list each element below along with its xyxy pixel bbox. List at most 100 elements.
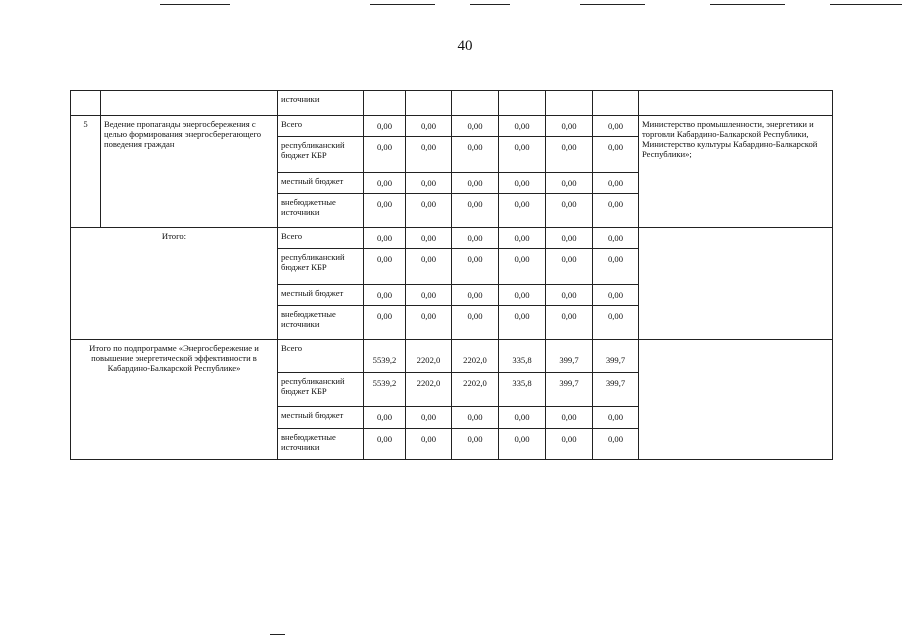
value-cell: 0,00: [592, 428, 639, 460]
value-cell: 399,7: [592, 372, 639, 407]
value-cell: 0,00: [545, 136, 593, 173]
value-cell: 0,00: [451, 406, 499, 429]
number-cell: [70, 90, 101, 116]
value-cell: 0,00: [451, 248, 499, 285]
source-cell: внебюджетные источники: [277, 428, 364, 460]
header-rule: [830, 4, 902, 5]
header-rule: [580, 4, 645, 5]
value-cell: 2202,0: [405, 372, 452, 407]
value-cell: 0,00: [451, 284, 499, 306]
value-cell: 0,00: [363, 428, 406, 460]
value-cell: 335,8: [498, 372, 546, 407]
funding-table: источники 5 Ведение пропаганды энергосбере…: [70, 90, 833, 460]
total-label-cell: Итого по подпрограмме «Энергосбережение …: [70, 339, 278, 460]
table-row: республиканский бюджет КБР 0,00 0,00 0,00 0,…: [71, 248, 833, 285]
value-cell: 5539,2: [363, 372, 406, 407]
value-cell: 0,00: [405, 284, 452, 306]
value-cell: 0,00: [405, 136, 452, 173]
value-cell: 399,7: [592, 339, 639, 373]
value-cell: [592, 90, 639, 116]
table-row: местный бюджет 0,00 0,00 0,00 0,00 0,00 0,00: [71, 406, 833, 429]
executor-cell: [638, 339, 833, 460]
table-row: внебюджетные источники 0,00 0,00 0,00 0,00 0,…: [71, 305, 833, 340]
value-cell: 0,00: [498, 406, 546, 429]
source-cell: Всего: [277, 115, 364, 137]
table-row: внебюджетные источники 0,00 0,00 0,00 0,00 0,…: [71, 428, 833, 460]
value-cell: 0,00: [545, 428, 593, 460]
value-cell: 0,00: [592, 305, 639, 340]
value-cell: 0,00: [405, 248, 452, 285]
value-cell: 0,00: [545, 172, 593, 194]
source-cell: Всего: [277, 227, 364, 249]
value-cell: 0,00: [498, 284, 546, 306]
value-cell: [451, 90, 499, 116]
value-cell: 0,00: [592, 406, 639, 429]
value-cell: 2202,0: [451, 339, 499, 373]
value-cell: 0,00: [545, 227, 593, 249]
number-cell: 5: [70, 115, 101, 228]
value-cell: 0,00: [363, 284, 406, 306]
value-cell: 0,00: [545, 193, 593, 228]
value-cell: 0,00: [545, 305, 593, 340]
source-cell: Всего: [277, 339, 364, 373]
source-cell: местный бюджет: [277, 406, 364, 429]
value-cell: 0,00: [405, 428, 452, 460]
name-cell: Ведение пропаганды энергосбережения с це…: [100, 115, 278, 228]
source-cell: внебюджетные источники: [277, 305, 364, 340]
value-cell: 0,00: [363, 172, 406, 194]
value-cell: 0,00: [592, 136, 639, 173]
value-cell: 0,00: [363, 136, 406, 173]
value-cell: 0,00: [498, 136, 546, 173]
value-cell: 0,00: [405, 115, 452, 137]
value-cell: 0,00: [405, 227, 452, 249]
value-cell: 0,00: [405, 172, 452, 194]
value-cell: 0,00: [363, 248, 406, 285]
source-cell: республиканский бюджет КБР: [277, 248, 364, 285]
value-cell: 0,00: [451, 428, 499, 460]
executor-cell: Министерство промышленности, энергетики …: [638, 115, 833, 228]
value-cell: 0,00: [592, 248, 639, 285]
value-cell: 0,00: [405, 193, 452, 228]
value-cell: 335,8: [498, 339, 546, 373]
value-cell: 0,00: [363, 406, 406, 429]
value-cell: 0,00: [498, 193, 546, 228]
value-cell: 0,00: [592, 193, 639, 228]
total-label-cell: Итого:: [70, 227, 278, 340]
value-cell: 399,7: [545, 372, 593, 407]
value-cell: 0,00: [592, 284, 639, 306]
header-rule: [370, 4, 435, 5]
table-row: 5 Ведение пропаганды энергосбережения с ц…: [70, 115, 833, 228]
value-cell: 0,00: [363, 305, 406, 340]
value-cell: 0,00: [451, 305, 499, 340]
source-cell: республиканский бюджет КБР: [277, 372, 364, 407]
table-row: внебюджетные источники 0,00 0,00 0,00 0,00 0,…: [71, 193, 833, 228]
value-cell: [498, 90, 546, 116]
executor-cell: [638, 90, 833, 116]
table-row: источники: [70, 90, 833, 116]
value-cell: 0,00: [363, 227, 406, 249]
value-cell: [545, 90, 593, 116]
value-cell: 0,00: [592, 227, 639, 249]
value-cell: 399,7: [545, 339, 593, 373]
executor-cell: [638, 227, 833, 340]
value-cell: 5539,2: [363, 339, 406, 373]
value-cell: 0,00: [498, 227, 546, 249]
value-cell: 0,00: [498, 172, 546, 194]
header-rule: [710, 4, 785, 5]
value-cell: 0,00: [592, 172, 639, 194]
source-cell: местный бюджет: [277, 172, 364, 194]
name-cell: [100, 90, 278, 116]
value-cell: 0,00: [451, 193, 499, 228]
value-cell: 2202,0: [451, 372, 499, 407]
value-cell: 0,00: [363, 193, 406, 228]
source-cell: республиканский бюджет КБР: [277, 136, 364, 173]
source-cell: местный бюджет: [277, 284, 364, 306]
value-cell: [363, 90, 406, 116]
value-cell: 0,00: [363, 115, 406, 137]
table-row: республиканский бюджет КБР 5539,2 2202,0 22…: [71, 372, 833, 407]
value-cell: [405, 90, 452, 116]
page-number: 40: [457, 38, 473, 54]
value-cell: 0,00: [451, 172, 499, 194]
value-cell: 0,00: [545, 115, 593, 137]
